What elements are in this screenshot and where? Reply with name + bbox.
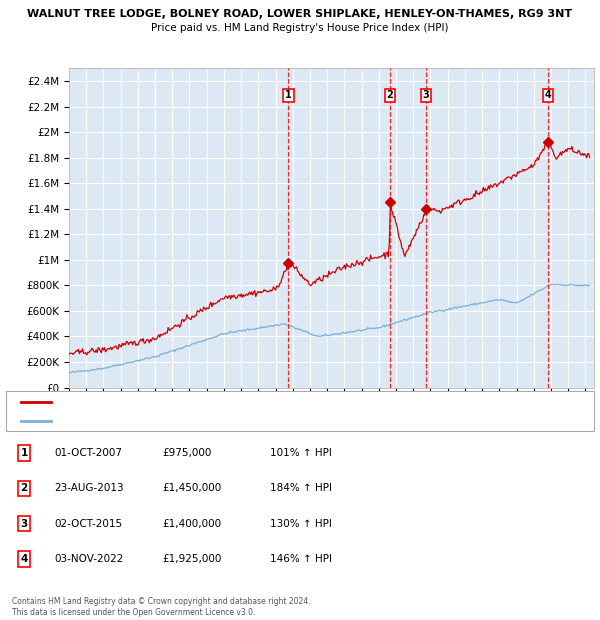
Text: WALNUT TREE LODGE, BOLNEY ROAD, LOWER SHIPLAKE, HENLEY-ON-THAMES, RG9 3NT: WALNUT TREE LODGE, BOLNEY ROAD, LOWER SH… xyxy=(57,397,437,406)
Text: 2: 2 xyxy=(20,483,28,494)
Text: 03-NOV-2022: 03-NOV-2022 xyxy=(54,554,124,564)
Text: WALNUT TREE LODGE, BOLNEY ROAD, LOWER SHIPLAKE, HENLEY-ON-THAMES, RG9 3NT: WALNUT TREE LODGE, BOLNEY ROAD, LOWER SH… xyxy=(28,9,572,19)
Text: 3: 3 xyxy=(20,518,28,529)
Text: 4: 4 xyxy=(20,554,28,564)
Text: 130% ↑ HPI: 130% ↑ HPI xyxy=(270,518,332,529)
Text: £1,450,000: £1,450,000 xyxy=(162,483,221,494)
Text: 1: 1 xyxy=(20,448,28,458)
Text: 02-OCT-2015: 02-OCT-2015 xyxy=(54,518,122,529)
Text: 4: 4 xyxy=(545,91,551,100)
Text: Contains HM Land Registry data © Crown copyright and database right 2024.
This d: Contains HM Land Registry data © Crown c… xyxy=(12,598,311,617)
Text: 3: 3 xyxy=(423,91,430,100)
Text: 01-OCT-2007: 01-OCT-2007 xyxy=(54,448,122,458)
Text: £975,000: £975,000 xyxy=(162,448,211,458)
Text: 184% ↑ HPI: 184% ↑ HPI xyxy=(270,483,332,494)
Text: £1,400,000: £1,400,000 xyxy=(162,518,221,529)
Text: £1,925,000: £1,925,000 xyxy=(162,554,221,564)
Text: Price paid vs. HM Land Registry's House Price Index (HPI): Price paid vs. HM Land Registry's House … xyxy=(151,23,449,33)
Text: 101% ↑ HPI: 101% ↑ HPI xyxy=(270,448,332,458)
Text: 1: 1 xyxy=(285,91,292,100)
Text: 23-AUG-2013: 23-AUG-2013 xyxy=(54,483,124,494)
Text: 146% ↑ HPI: 146% ↑ HPI xyxy=(270,554,332,564)
Text: HPI: Average price, detached house, South Oxfordshire: HPI: Average price, detached house, Sout… xyxy=(57,416,295,425)
Text: 2: 2 xyxy=(386,91,393,100)
